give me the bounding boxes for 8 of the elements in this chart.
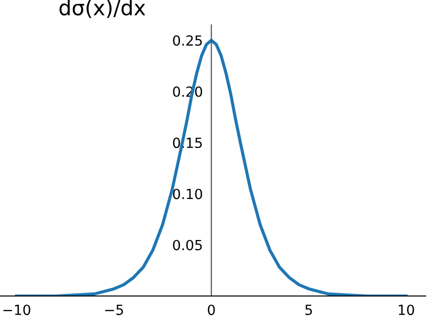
x-tick-label: −5 xyxy=(105,304,123,316)
x-tick-label: −10 xyxy=(3,304,30,316)
x-tick-label: 10 xyxy=(398,304,414,316)
y-tick-label: 0.10 xyxy=(173,188,202,200)
x-tick-label: 0 xyxy=(208,304,215,316)
y-tick-label: 0.25 xyxy=(173,35,202,46)
x-tick-label: 5 xyxy=(305,304,312,316)
y-tick-label: 0.05 xyxy=(173,240,202,250)
